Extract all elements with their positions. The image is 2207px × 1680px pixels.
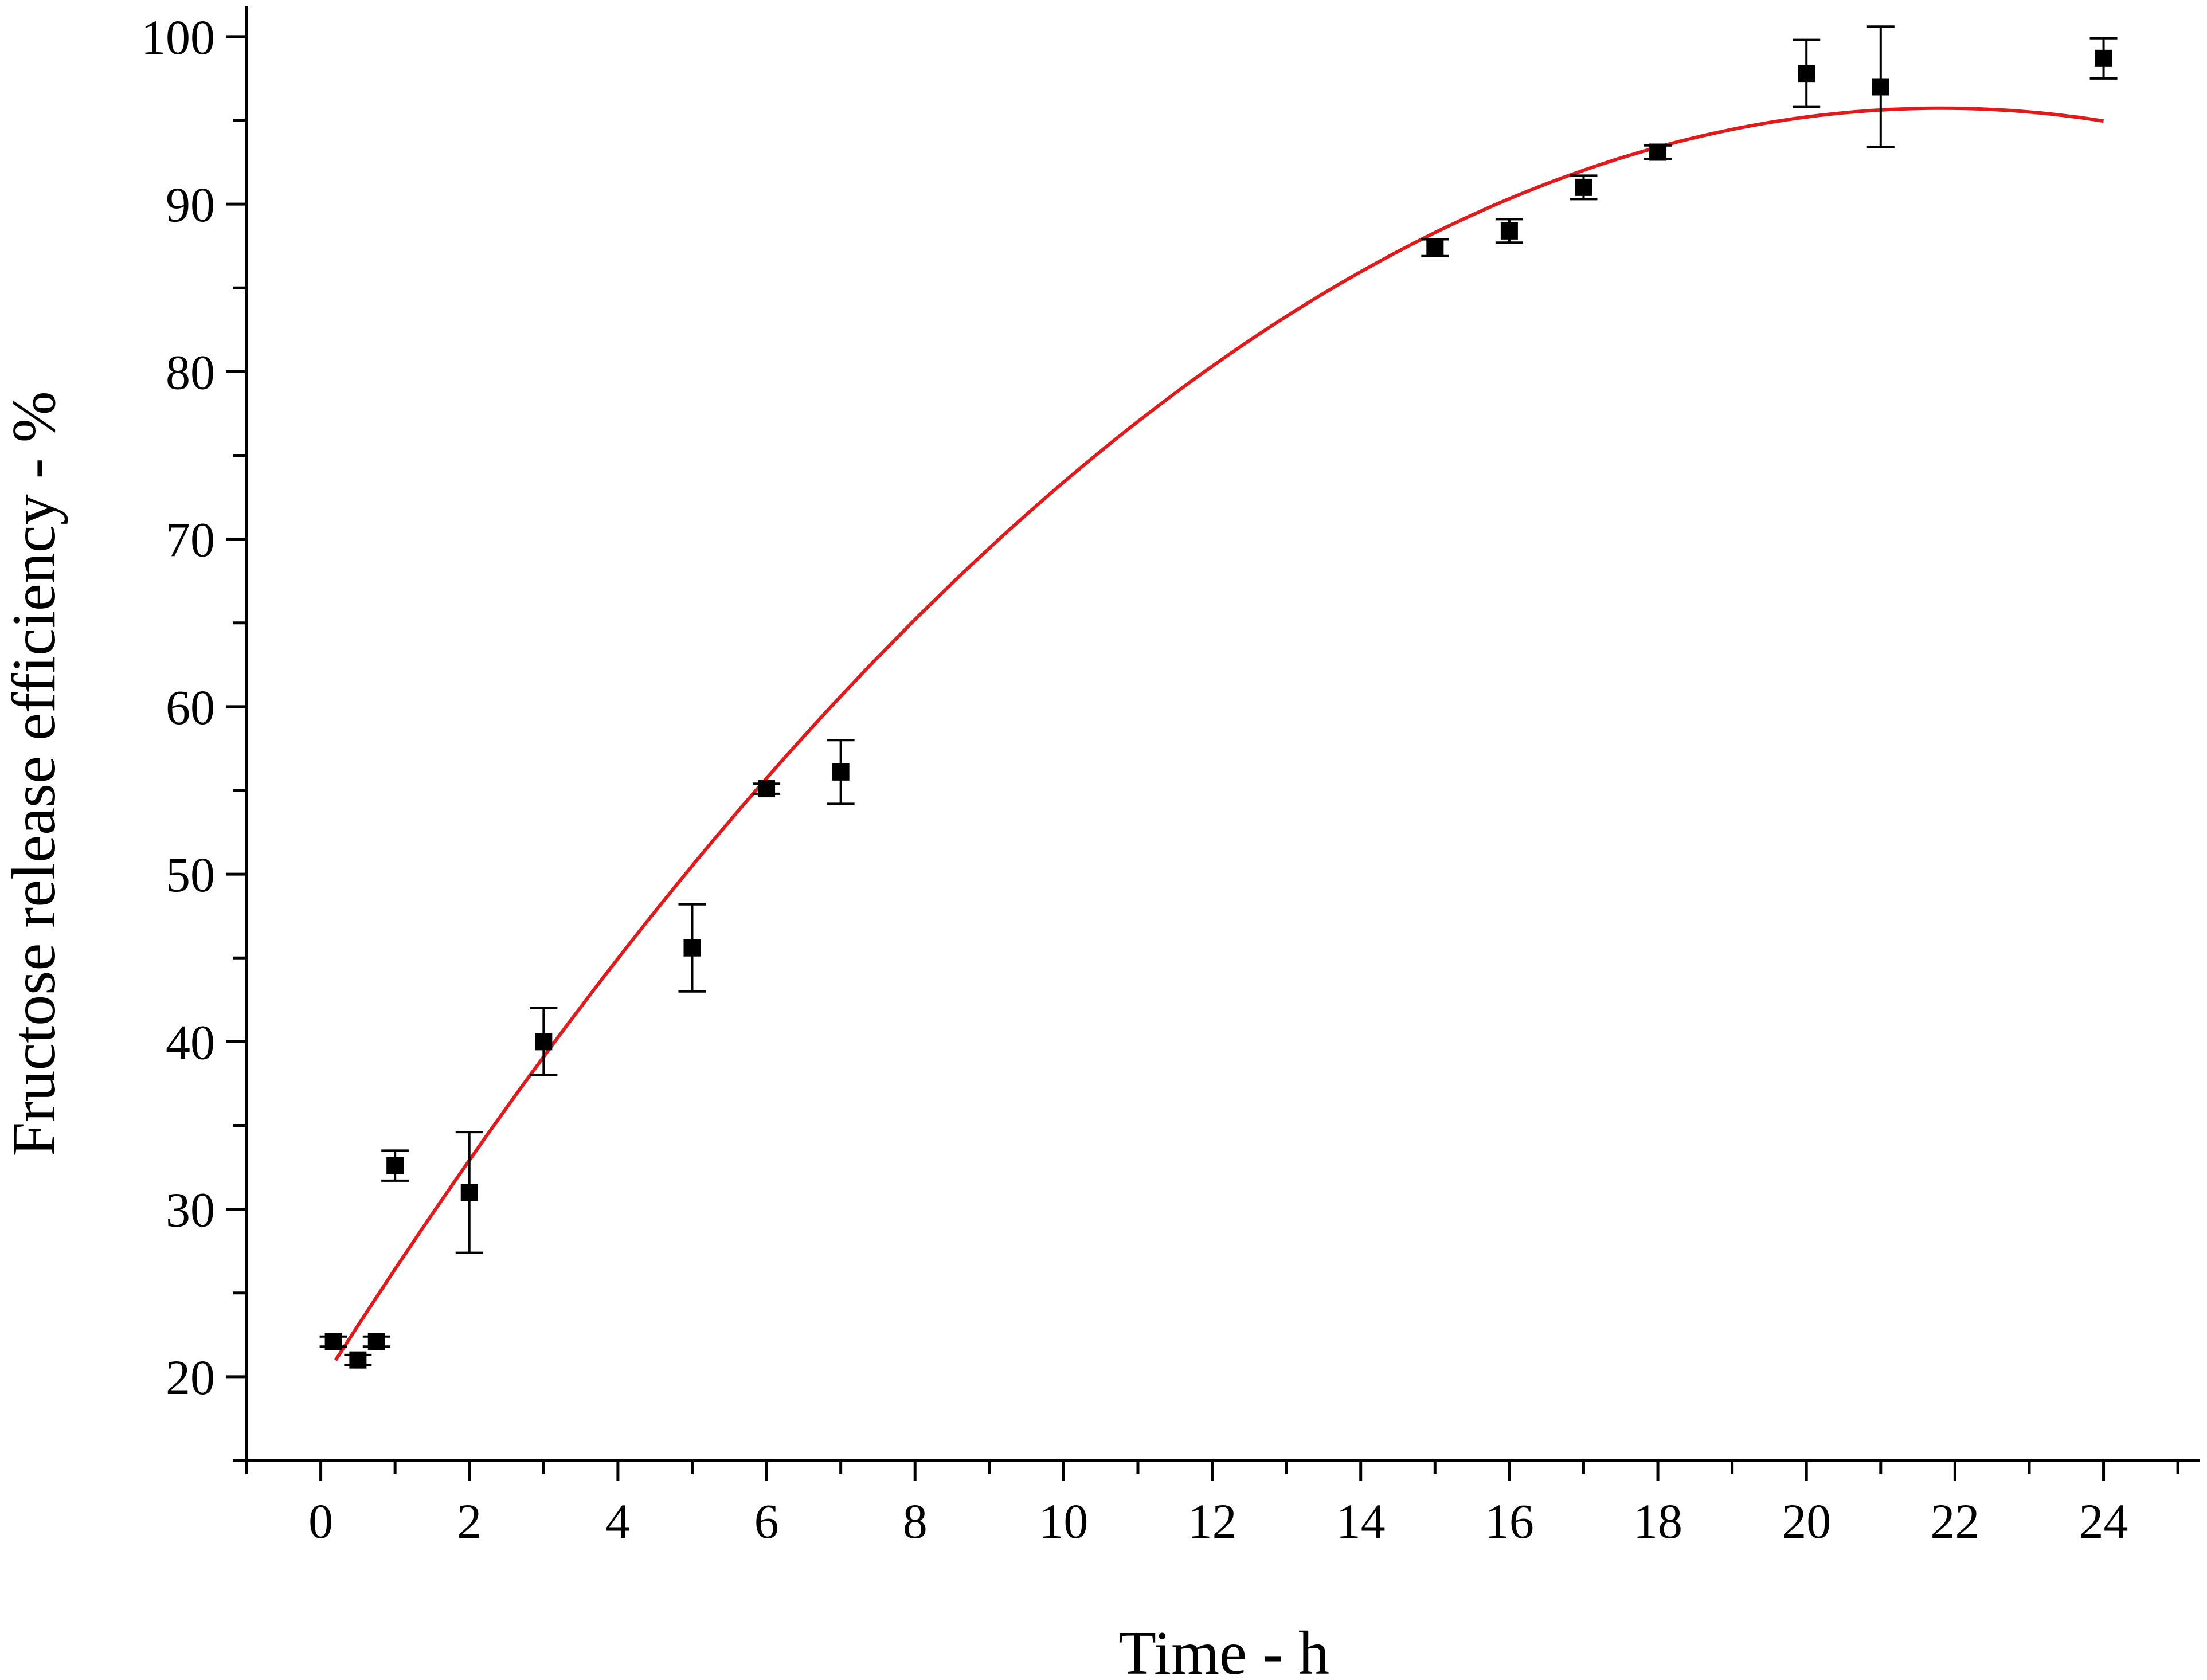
y-tick-label: 40 [166,1015,215,1070]
data-point [1872,78,1889,96]
data-point [2095,49,2112,67]
data-point [832,763,850,781]
data-points-group [324,49,2112,1369]
x-tick-label: 0 [308,1494,333,1549]
data-point [1426,239,1444,257]
data-point [1798,65,1815,83]
x-tick-label: 2 [457,1494,482,1549]
x-tick-label: 10 [1039,1494,1088,1549]
data-point [1575,178,1592,196]
x-tick-label: 18 [1633,1494,1682,1549]
data-point [683,939,701,957]
data-point [324,1333,342,1350]
x-tick-label: 8 [903,1494,928,1549]
y-tick-label: 60 [166,680,215,735]
y-tick-label: 20 [166,1350,215,1405]
data-point [1500,222,1518,240]
data-point [535,1033,553,1051]
y-axis-title: Fructose release efficiency - % [0,391,68,1156]
x-tick-label: 24 [2079,1494,2128,1549]
y-tick-label: 70 [166,512,215,567]
y-tick-label: 80 [166,344,215,400]
x-axis-title: Time - h [1118,1619,1329,1680]
x-tick-label: 4 [605,1494,630,1549]
y-tick-label: 50 [166,847,215,902]
error-bars-group [319,25,2118,1366]
data-point [460,1184,478,1201]
y-tick-label: 100 [141,10,215,65]
x-tick-label: 20 [1782,1494,1831,1549]
x-tick-label: 16 [1485,1494,1534,1549]
data-point [1649,143,1667,161]
data-point [758,780,776,798]
fit-curve-group [334,106,2104,1361]
fit-curve [334,106,2104,1361]
data-point [386,1157,404,1174]
chart-axes [245,6,2200,1462]
x-tick-label: 6 [754,1494,779,1549]
y-tick-label: 30 [166,1182,215,1238]
x-tick-label: 12 [1188,1494,1237,1549]
x-tick-label: 14 [1336,1494,1386,1549]
y-tick-label: 90 [166,177,215,232]
x-tick-label: 22 [1930,1494,1979,1549]
data-point [367,1333,385,1350]
data-point [349,1351,367,1369]
